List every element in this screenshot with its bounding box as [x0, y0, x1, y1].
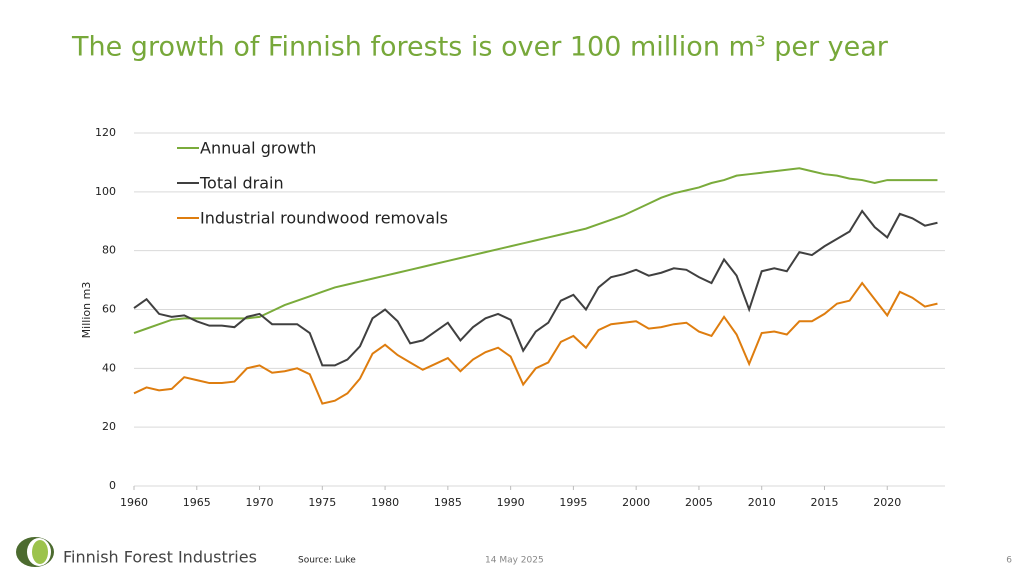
- x-tick-label: 1965: [183, 496, 211, 509]
- y-tick-label: 100: [95, 185, 116, 198]
- date: 14 May 2025: [485, 556, 544, 566]
- chart-title: The growth of Finnish forests is over 10…: [71, 32, 889, 63]
- y-tick-label: 40: [102, 361, 116, 374]
- x-tick-label: 2015: [810, 496, 838, 509]
- y-tick-label: 60: [102, 303, 116, 316]
- y-tick-label: 80: [102, 244, 116, 257]
- brand: Finnish Forest Industries: [63, 548, 257, 567]
- y-tick-label: 0: [109, 479, 116, 492]
- x-tick-label: 1985: [434, 496, 462, 509]
- x-tick-label: 1995: [559, 496, 587, 509]
- page-number: 6: [1006, 556, 1012, 566]
- series-line: [133, 281, 938, 405]
- x-tick-label: 2020: [873, 496, 901, 509]
- x-tick-label: 1975: [308, 496, 336, 509]
- legend-label: Annual growth: [200, 139, 316, 158]
- x-tick-label: 2005: [685, 496, 713, 509]
- x-tick-label: 2010: [748, 496, 776, 509]
- series-line: [133, 209, 938, 367]
- x-tick-label: 2000: [622, 496, 650, 509]
- legend-label: Total drain: [199, 174, 284, 193]
- x-tick-label: 1970: [246, 496, 274, 509]
- source: Source: Luke: [298, 556, 356, 566]
- x-tick-label: 1980: [371, 496, 399, 509]
- y-tick-label: 20: [102, 420, 116, 433]
- legend-label: Industrial roundwood removals: [200, 209, 448, 228]
- x-tick-label: 1990: [497, 496, 525, 509]
- y-axis-label: Million m3: [80, 282, 93, 339]
- x-tick-label: 1960: [120, 496, 148, 509]
- y-tick-label: 120: [95, 126, 116, 139]
- logo: [16, 537, 54, 567]
- series-line: [133, 167, 938, 334]
